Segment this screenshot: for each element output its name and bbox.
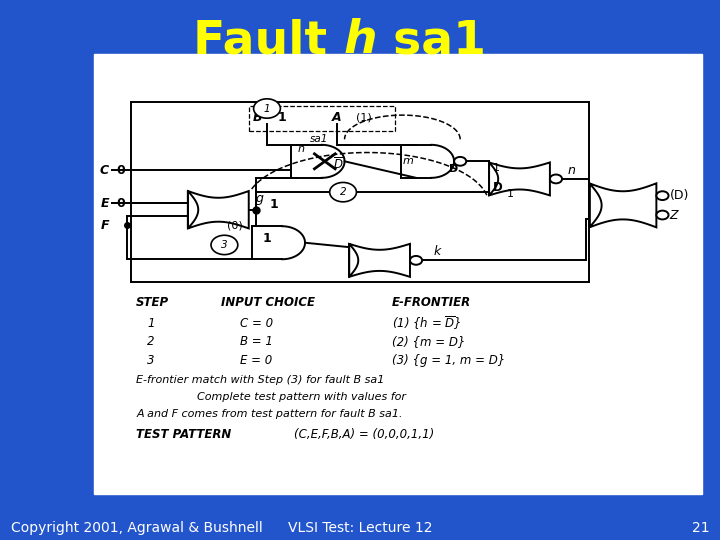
Text: E-frontier match with Step (3) for fault B sa1: E-frontier match with Step (3) for fault…: [136, 375, 384, 386]
Text: C: C: [100, 164, 109, 177]
Text: (0): (0): [227, 220, 243, 230]
Text: 1: 1: [270, 198, 279, 211]
Circle shape: [657, 211, 669, 219]
Circle shape: [657, 191, 669, 200]
Text: (2) {m = D}: (2) {m = D}: [392, 335, 465, 348]
Text: F: F: [100, 219, 109, 232]
Text: C = 0: C = 0: [240, 317, 273, 330]
Circle shape: [211, 235, 238, 255]
Text: STEP: STEP: [136, 296, 169, 309]
Text: 21: 21: [692, 521, 709, 535]
Text: B = 1: B = 1: [240, 335, 272, 348]
Text: 1: 1: [493, 163, 500, 173]
Text: E: E: [100, 197, 109, 210]
Polygon shape: [489, 163, 550, 195]
Text: Complete test pattern with values for: Complete test pattern with values for: [197, 392, 406, 402]
Text: D: D: [493, 181, 503, 194]
Text: 1: 1: [278, 111, 287, 124]
Text: h: h: [297, 144, 305, 154]
Text: 1: 1: [147, 317, 155, 330]
Text: 0: 0: [117, 164, 125, 177]
Circle shape: [410, 256, 422, 265]
Polygon shape: [188, 191, 248, 228]
Text: h: h: [343, 18, 377, 63]
Text: 1: 1: [263, 232, 271, 245]
Text: TEST PATTERN: TEST PATTERN: [136, 428, 231, 441]
Circle shape: [550, 174, 562, 184]
Text: (D): (D): [670, 189, 689, 202]
Text: m: m: [402, 156, 413, 166]
Text: Copyright 2001, Agrawal & Bushnell: Copyright 2001, Agrawal & Bushnell: [11, 521, 263, 535]
Text: (1) {h = $\overline{D}$}: (1) {h = $\overline{D}$}: [392, 314, 461, 332]
Text: 0: 0: [117, 197, 125, 210]
Text: 1: 1: [264, 104, 270, 113]
Text: 2: 2: [147, 335, 155, 348]
Text: g: g: [255, 192, 263, 205]
Text: 3: 3: [221, 240, 228, 250]
Text: 2: 2: [340, 187, 346, 197]
Text: D: D: [449, 164, 459, 174]
Text: 3: 3: [147, 354, 155, 367]
Text: E = 0: E = 0: [240, 354, 272, 367]
Text: Fault: Fault: [193, 18, 360, 63]
Text: (C,E,F,B,A) = (0,0,0,1,1): (C,E,F,B,A) = (0,0,0,1,1): [294, 428, 435, 441]
Text: (1): (1): [356, 112, 372, 123]
Polygon shape: [590, 184, 657, 227]
Text: sa1: sa1: [310, 134, 328, 144]
Text: VLSI Test: Lecture 12: VLSI Test: Lecture 12: [288, 521, 432, 535]
Text: B: B: [253, 111, 263, 124]
Circle shape: [454, 157, 467, 166]
Polygon shape: [349, 244, 410, 277]
Circle shape: [330, 183, 356, 202]
Text: 1: 1: [507, 190, 514, 199]
Circle shape: [253, 99, 280, 118]
Text: E-FRONTIER: E-FRONTIER: [392, 296, 471, 309]
Text: Z: Z: [670, 208, 678, 221]
Text: INPUT CHOICE: INPUT CHOICE: [221, 296, 315, 309]
Text: (3) {g = 1, m = D}: (3) {g = 1, m = D}: [392, 354, 505, 367]
FancyBboxPatch shape: [94, 54, 702, 494]
Text: A and F comes from test pattern for fault B sa1.: A and F comes from test pattern for faul…: [136, 409, 402, 419]
Text: n: n: [567, 164, 575, 177]
Text: A: A: [332, 111, 342, 124]
Text: k: k: [433, 245, 441, 258]
Text: $\overline{D}$: $\overline{D}$: [333, 157, 344, 173]
Text: sa1: sa1: [360, 18, 486, 63]
